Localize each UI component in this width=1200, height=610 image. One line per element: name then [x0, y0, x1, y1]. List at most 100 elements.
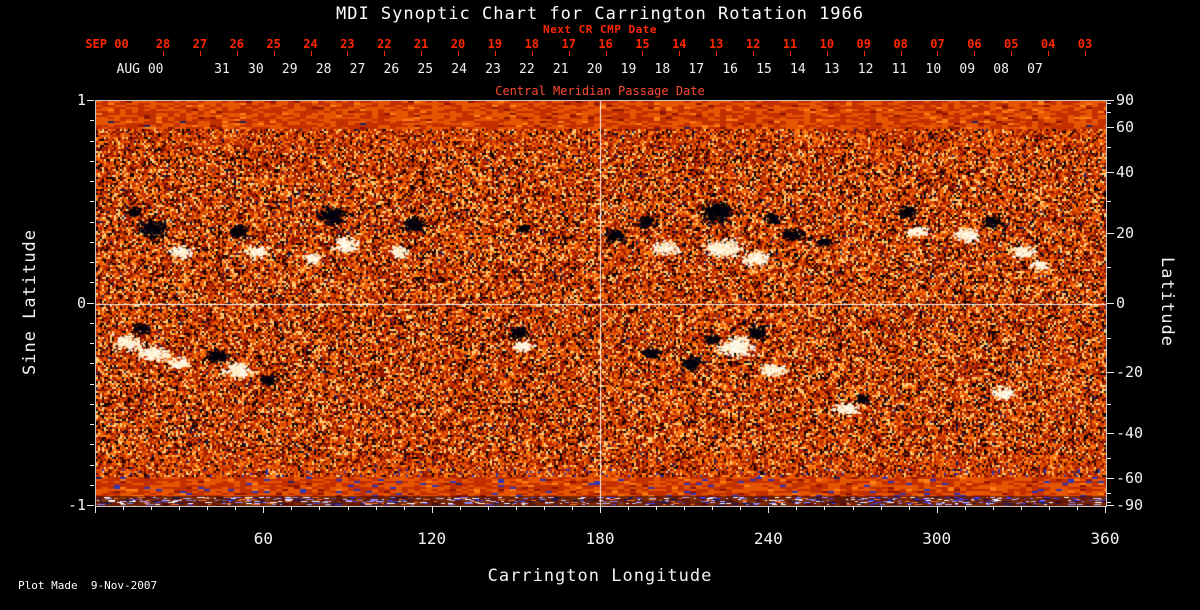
red-day-tick [531, 51, 533, 56]
white-day-label: 11 [891, 62, 908, 77]
latitude-major-tick [1107, 477, 1114, 479]
white-day-label: 27 [349, 62, 366, 77]
red-day-label: 13 [708, 37, 724, 51]
sine-minor-tick [90, 363, 94, 365]
x-major-tick [768, 506, 770, 513]
red-day-label: 05 [1004, 37, 1019, 51]
plot-made-label: Plot Made 9-Nov-2007 [18, 579, 158, 592]
red-day-label: 22 [377, 37, 392, 51]
red-day-tick [273, 51, 275, 56]
longitude-tick-label: 180 [585, 529, 615, 548]
sine-minor-tick [90, 181, 94, 182]
latitude-major-tick [1107, 172, 1114, 174]
red-day-label: 24 [303, 37, 318, 51]
red-day-tick [236, 51, 238, 56]
x-major-tick [95, 506, 96, 513]
sine-minor-tick [90, 160, 94, 162]
red-day-tick [310, 51, 312, 56]
white-day-label: 19 [620, 62, 637, 77]
white-day-label: 07 [1027, 62, 1043, 77]
red-day-tick [458, 51, 460, 56]
latitude-tick-label: -40 [1116, 423, 1144, 442]
red-day-tick [568, 51, 570, 56]
red-day-label: 09 [856, 37, 871, 51]
red-day-tick [642, 51, 644, 56]
sine-minor-tick [90, 322, 94, 324]
red-day-tick [789, 51, 791, 56]
red-day-label: 17 [561, 37, 576, 51]
sine-minor-tick [90, 383, 94, 385]
longitude-tick-label: 360 [1090, 529, 1120, 548]
red-day-tick [826, 51, 828, 56]
white-day-label: 24 [451, 62, 467, 77]
red-day-tick [163, 51, 164, 56]
latitude-tick-label: 20 [1116, 224, 1135, 243]
red-day-label: 10 [819, 37, 835, 51]
latitude-minor-tick [1107, 457, 1111, 459]
latitude-minor-tick [1107, 403, 1111, 405]
latitude-minor-tick [1107, 103, 1111, 105]
latitude-minor-tick [1107, 337, 1111, 339]
latitude-major-tick [1107, 127, 1114, 129]
red-day-label: 27 [192, 37, 208, 51]
white-day-label: 14 [790, 62, 806, 77]
red-day-label: 06 [967, 37, 982, 51]
red-day-label: 04 [1040, 37, 1056, 51]
red-day-tick [199, 51, 201, 56]
red-day-label: 28 [155, 37, 171, 51]
latitude-tick-label: 0 [1116, 293, 1126, 312]
synoptic-map-canvas [96, 101, 1106, 506]
sine-latitude-tick-label: 0 [76, 293, 86, 312]
next-cr-cmp-label: Next CR CMP Date [543, 23, 657, 36]
white-day-label: 25 [417, 62, 434, 77]
latitude-minor-tick [1107, 147, 1111, 149]
sine-minor-tick [90, 424, 94, 425]
latitude-major-tick [1107, 233, 1114, 235]
red-day-tick [1085, 51, 1086, 56]
white-month-label: AUG 00 [116, 62, 164, 77]
longitude-tick-label: 240 [753, 529, 783, 548]
white-day-label: 10 [925, 62, 942, 77]
white-day-label: 18 [654, 62, 671, 77]
white-day-label: 09 [959, 62, 976, 77]
white-day-label: 29 [281, 62, 298, 77]
latitude-tick-label: -60 [1116, 468, 1144, 487]
latitude-tick-label: -90 [1116, 496, 1144, 514]
x-major-tick [936, 506, 938, 513]
red-day-tick [347, 51, 349, 56]
red-day-label: 25 [266, 37, 281, 51]
red-day-tick [384, 51, 386, 56]
red-day-label: 19 [487, 37, 503, 51]
longitude-tick-label: 120 [417, 529, 447, 548]
red-day-tick [974, 51, 976, 56]
white-day-label: 28 [315, 62, 332, 77]
red-day-label: 14 [672, 37, 687, 51]
latitude-major-tick [1107, 371, 1114, 373]
plot-frame [95, 100, 1107, 507]
white-day-label: 13 [823, 62, 840, 77]
red-day-tick [753, 51, 755, 56]
sine-major-tick [87, 505, 94, 506]
sine-minor-tick [90, 403, 94, 405]
red-day-label: 26 [229, 37, 244, 51]
red-day-label: 03 [1077, 37, 1093, 51]
latitude-minor-tick [1107, 267, 1111, 269]
latitude-minor-tick [1107, 112, 1111, 114]
latitude-minor-tick [1107, 501, 1111, 503]
cmp-axis-label: Central Meridian Passage Date [495, 84, 705, 98]
white-day-label: 21 [552, 62, 569, 77]
red-day-label: 12 [745, 37, 761, 51]
white-day-label: 16 [722, 62, 738, 77]
sine-minor-tick [90, 484, 94, 486]
sine-minor-tick [90, 120, 94, 122]
chart-title: MDI Synoptic Chart for Carrington Rotati… [335, 4, 865, 24]
red-day-label: 23 [340, 37, 355, 51]
red-day-tick [1048, 51, 1050, 56]
longitude-tick-label: 300 [922, 529, 952, 548]
white-day-label: 30 [248, 62, 264, 77]
latitude-tick-label: 40 [1116, 163, 1135, 182]
red-day-label: 08 [893, 37, 908, 51]
white-day-label: 26 [383, 62, 400, 77]
x-major-tick [431, 506, 433, 513]
red-day-tick [716, 51, 718, 56]
